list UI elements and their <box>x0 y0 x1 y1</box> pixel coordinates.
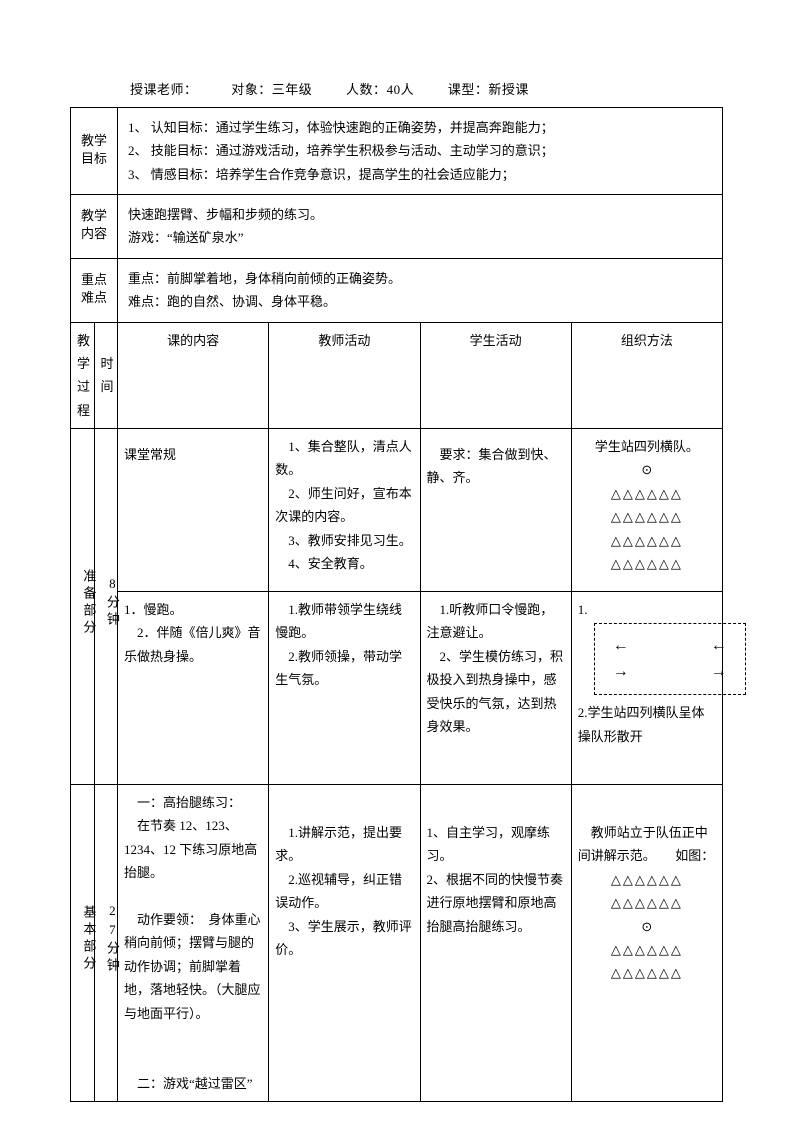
prep1-teacher: 1、集合整队，清点人数。 2、师生问好，宣布本次课的内容。 3、教师安排见习生。… <box>275 435 413 575</box>
prep1-org-triangles: △△△△△△ △△△△△△ △△△△△△ △△△△△△ <box>578 482 716 576</box>
type-label: 课型： <box>448 82 489 97</box>
prep-label: 准备部分 <box>77 569 100 637</box>
th-student: 学生活动 <box>420 322 571 429</box>
prep2-org-num: 1. <box>578 602 588 617</box>
count-label: 人数： <box>346 82 387 97</box>
arrow-right-icon: → <box>711 658 727 687</box>
main-student: 1、自主学习，观摩练习。 2、根据不同的快慢节奏进行原地摆臂和原地高抬腿高抬腿练… <box>427 821 565 938</box>
main-org-tri-top: △△△△△△ △△△△△△ <box>578 868 716 915</box>
main-teacher: 1.讲解示范，提出要求。 2.巡视辅导，纠正错误动作。 3、学生展示，教师评价。 <box>275 821 413 961</box>
main-org-symbol: ⊙ <box>578 915 716 938</box>
prep-time: 8分钟 <box>101 576 124 629</box>
prep2-student: 1.听教师口令慢跑，注意避让。 2、学生模仿练习，积极投入到热身操中，感受快乐的… <box>427 598 565 738</box>
content-label: 教学内容 <box>77 207 111 243</box>
target-label: 对象： <box>231 82 272 97</box>
prep1-content: 课堂常规 <box>124 435 262 466</box>
th-time: 时间 <box>101 352 112 399</box>
target-value: 三年级 <box>272 82 313 97</box>
goals-label: 教学目标 <box>77 132 111 168</box>
keypoint-label: 重点难点 <box>77 271 111 307</box>
main-label: 基本部分 <box>77 905 100 973</box>
arrow-right-icon: → <box>613 658 629 687</box>
main-content: 一：高抬腿练习： 在节奏 12、123、1234、12 下练习原地高抬腿。 动作… <box>124 791 262 1095</box>
main-time: 27分钟 <box>101 903 124 975</box>
running-path-diagram: ← ← → → <box>594 623 746 695</box>
goals-text: 1、 认知目标：通过学生练习，体验快速跑的正确姿势，并提高奔跑能力； 2、 技能… <box>128 116 712 186</box>
main-org-title: 教师站立于队伍正中间讲解示范。 如图： <box>578 821 716 868</box>
prep1-org-title: 学生站四列横队。 <box>578 435 716 458</box>
content-text: 快速跑摆臂、步幅和步频的练习。 游戏：“输送矿泉水” <box>128 203 712 250</box>
teacher-label: 授课老师： <box>130 82 198 97</box>
th-org: 组织方法 <box>571 322 722 429</box>
main-org-tri-bot: △△△△△△ △△△△△△ <box>578 938 716 985</box>
keypoint-text: 重点：前脚掌着地，身体稍向前倾的正确姿势。 难点：跑的自然、协调、身体平稳。 <box>128 267 712 314</box>
prep2-content: 1．慢跑。 2．伴随《倍儿爽》音乐做热身操。 <box>124 598 262 668</box>
th-process: 教学过程 <box>77 329 88 423</box>
prep2-org-text: 2.学生站四列横队呈体操队形散开 <box>578 701 716 748</box>
header-line: 授课老师： 对象：三年级 人数：40人 课型：新授课 <box>70 80 723 101</box>
lesson-plan-table: 教学目标 1、 认知目标：通过学生练习，体验快速跑的正确姿势，并提高奔跑能力； … <box>70 107 723 1102</box>
prep2-teacher: 1.教师带领学生绕线慢跑。 2.教师领操，带动学生气氛。 <box>275 598 413 692</box>
count-value: 40人 <box>387 82 415 97</box>
prep1-student: 要求：集合做到快、静、齐。 <box>427 435 565 490</box>
th-content: 课的内容 <box>118 322 269 429</box>
th-teacher: 教师活动 <box>269 322 420 429</box>
prep1-org-symbol: ⊙ <box>578 458 716 481</box>
type-value: 新授课 <box>488 82 529 97</box>
